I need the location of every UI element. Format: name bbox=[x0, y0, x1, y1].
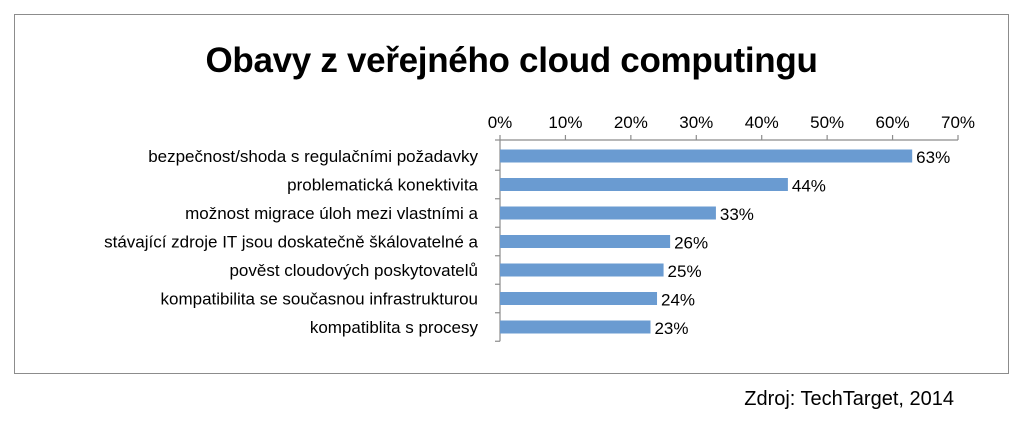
x-tick-label: 70% bbox=[941, 113, 975, 132]
bar bbox=[500, 178, 788, 191]
data-label: 44% bbox=[792, 177, 826, 196]
bar bbox=[500, 235, 671, 248]
bar bbox=[500, 320, 651, 334]
category-label: možnost migrace úloh mezi vlastními a bbox=[185, 204, 478, 223]
x-tick-label: 20% bbox=[614, 113, 648, 132]
data-label: 33% bbox=[720, 205, 754, 224]
bar bbox=[500, 292, 658, 305]
source-note: Zdroj: TechTarget, 2014 bbox=[744, 388, 954, 410]
category-label: problematická konektivita bbox=[287, 176, 478, 195]
bar bbox=[500, 149, 913, 163]
x-tick-label: 60% bbox=[876, 113, 910, 132]
bar bbox=[500, 263, 664, 277]
data-label: 63% bbox=[916, 148, 950, 167]
x-tick-label: 0% bbox=[488, 113, 513, 132]
category-label: pověst cloudových poskytovatelů bbox=[229, 261, 478, 280]
x-tick-label: 10% bbox=[548, 113, 582, 132]
category-label: stávající zdroje IT jsou doskatečně škál… bbox=[104, 233, 478, 252]
x-tick-label: 30% bbox=[679, 113, 713, 132]
data-label: 24% bbox=[661, 291, 695, 310]
category-label: kompatiblita s procesy bbox=[310, 318, 479, 337]
chart-frame: Obavy z veřejného cloud computingu bbox=[14, 14, 1009, 374]
bar bbox=[500, 206, 716, 220]
x-tick-label: 50% bbox=[810, 113, 844, 132]
category-label: bezpečnost/shoda s regulačními požadavky bbox=[148, 147, 478, 166]
category-label: kompatibilita se současnou infrastruktur… bbox=[161, 290, 479, 309]
data-label: 23% bbox=[654, 319, 688, 338]
chart-title: Obavy z veřejného cloud computingu bbox=[205, 41, 818, 80]
data-label: 26% bbox=[674, 234, 708, 253]
x-tick-label: 40% bbox=[745, 113, 779, 132]
data-label: 25% bbox=[668, 262, 702, 281]
